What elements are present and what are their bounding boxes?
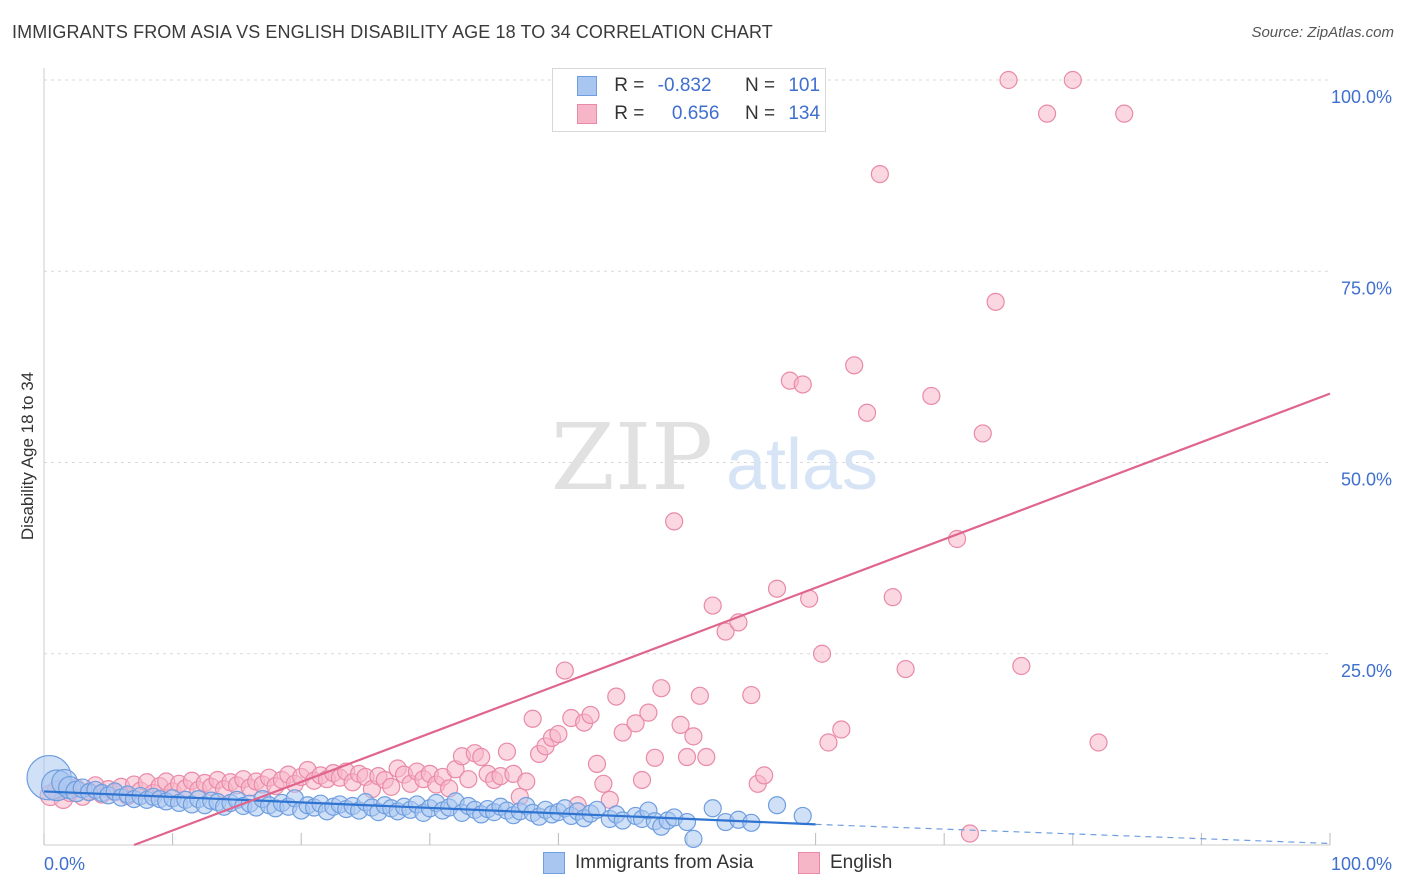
data-point bbox=[812, 644, 832, 663]
data-point bbox=[845, 356, 864, 375]
legend-n-value: 101 bbox=[788, 75, 821, 96]
data-point bbox=[517, 772, 536, 791]
data-point bbox=[613, 723, 632, 742]
tick-labels: 25.0% 50.0% 75.0% 100.0% 0.0% 100.0% bbox=[44, 87, 1392, 874]
data-point bbox=[639, 703, 658, 722]
legend-r-value: -0.832 bbox=[657, 75, 712, 96]
trend-line-immigrants bbox=[43, 790, 816, 826]
data-point bbox=[742, 685, 761, 705]
legend-item-immigrants[interactable]: Immigrants from Asia bbox=[543, 852, 753, 874]
data-point bbox=[459, 770, 478, 789]
data-point bbox=[767, 796, 787, 815]
data-point bbox=[684, 829, 703, 848]
data-point bbox=[703, 799, 722, 818]
legend-n-value: 134 bbox=[788, 103, 821, 124]
data-point bbox=[587, 754, 607, 774]
data-point bbox=[1012, 656, 1031, 676]
data-point bbox=[626, 714, 645, 733]
data-point bbox=[555, 661, 574, 680]
data-point bbox=[960, 824, 980, 843]
watermark-atlas: atlas bbox=[726, 425, 878, 505]
data-point bbox=[767, 579, 787, 598]
data-point bbox=[632, 770, 652, 790]
legend-swatch-english bbox=[798, 852, 820, 874]
source-label: Source: ZipAtlas.com bbox=[1251, 24, 1394, 41]
data-point bbox=[922, 386, 941, 406]
data-point bbox=[1089, 733, 1108, 752]
data-point bbox=[549, 724, 568, 744]
legend-row-english: R = 0.656 N = 134 bbox=[577, 100, 820, 128]
y-tick-label: 25.0% bbox=[1341, 661, 1392, 681]
x-tick-label: 0.0% bbox=[44, 854, 85, 874]
x-tick-label: 100.0% bbox=[1331, 854, 1392, 874]
legend-r-value: 0.656 bbox=[671, 103, 720, 124]
legend-label-immigrants: Immigrants from Asia bbox=[575, 852, 754, 874]
y-tick-label: 100.0% bbox=[1331, 87, 1392, 107]
data-point bbox=[645, 748, 664, 767]
data-point bbox=[947, 529, 967, 549]
data-point bbox=[690, 686, 709, 705]
data-point bbox=[716, 622, 735, 641]
data-point bbox=[665, 512, 684, 531]
data-point bbox=[594, 774, 613, 793]
data-point bbox=[607, 687, 626, 706]
data-point bbox=[1063, 70, 1082, 90]
correlation-legend: R = -0.832 N = 101 R = 0.656 N = 134 bbox=[552, 68, 826, 132]
legend-n-label: N = bbox=[744, 75, 776, 96]
data-point bbox=[523, 709, 542, 728]
watermark: ZIP atlas bbox=[551, 404, 878, 511]
data-point bbox=[652, 679, 671, 698]
data-point bbox=[671, 715, 690, 734]
legend-label-english: English bbox=[830, 852, 893, 874]
data-point bbox=[986, 292, 1005, 311]
grid-lines bbox=[44, 79, 1330, 655]
trend-line-english bbox=[133, 392, 1331, 847]
data-point bbox=[883, 588, 902, 607]
watermark-zip: ZIP bbox=[551, 404, 713, 511]
chart-title: IMMIGRANTS FROM ASIA VS ENGLISH DISABILI… bbox=[12, 22, 773, 42]
data-point bbox=[1037, 104, 1057, 123]
legend-row-immigrants: R = -0.832 N = 101 bbox=[577, 72, 820, 100]
data-point bbox=[819, 733, 838, 752]
data-point bbox=[677, 747, 697, 767]
data-point bbox=[832, 720, 851, 739]
data-point bbox=[684, 727, 703, 746]
data-point bbox=[703, 596, 722, 615]
trend-line-immigrants-extension bbox=[815, 823, 1331, 845]
data-point bbox=[697, 747, 716, 767]
y-tick-label: 75.0% bbox=[1341, 278, 1392, 298]
data-point bbox=[581, 705, 600, 725]
data-point bbox=[382, 777, 401, 796]
data-point bbox=[999, 70, 1018, 90]
data-point bbox=[896, 659, 915, 679]
data-point bbox=[497, 742, 517, 761]
legend-swatch-english bbox=[577, 103, 597, 124]
data-point bbox=[870, 164, 890, 184]
legend-item-english[interactable]: English bbox=[798, 852, 892, 874]
legend-r-label: R = bbox=[614, 103, 645, 124]
data-point bbox=[1115, 104, 1134, 123]
data-point bbox=[755, 766, 774, 785]
data-point bbox=[857, 403, 877, 422]
legend-swatch-immigrants bbox=[577, 75, 597, 96]
data-point bbox=[793, 806, 812, 826]
legend-swatch-immigrants bbox=[543, 852, 565, 874]
y-tick-label: 50.0% bbox=[1341, 470, 1392, 490]
legend-r-label: R = bbox=[614, 75, 645, 96]
data-point bbox=[677, 812, 697, 832]
data-point bbox=[973, 424, 992, 443]
legend-n-label: N = bbox=[744, 103, 776, 124]
data-point bbox=[472, 747, 491, 767]
trend-lines bbox=[43, 392, 1331, 847]
data-point bbox=[793, 375, 812, 394]
